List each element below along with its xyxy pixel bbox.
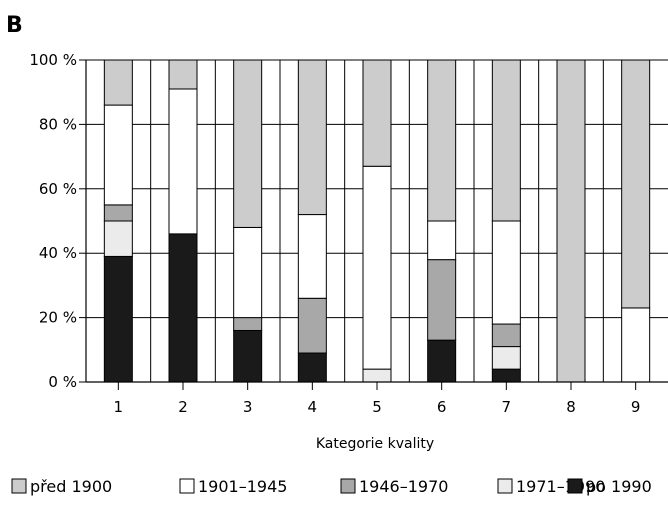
bar-segment bbox=[362, 165, 392, 370]
bar-segment bbox=[362, 368, 392, 383]
bar-segment bbox=[427, 259, 457, 341]
bar-segment bbox=[297, 297, 327, 354]
x-tick-labels: 1 2 3 4 5 6 7 8 9 bbox=[114, 398, 641, 416]
bar-segment bbox=[103, 255, 133, 383]
x-tick-label: 8 bbox=[566, 398, 576, 416]
axes bbox=[79, 59, 668, 390]
legend-swatch bbox=[497, 478, 513, 494]
legend-label: 1971–1990 bbox=[516, 477, 605, 496]
x-tick-label: 9 bbox=[631, 398, 641, 416]
legend-label: 1901–1945 bbox=[198, 477, 287, 496]
bar-segment bbox=[103, 220, 133, 257]
x-tick-label: 5 bbox=[372, 398, 382, 416]
bar-segment bbox=[168, 59, 198, 90]
legend-swatch bbox=[340, 478, 356, 494]
x-tick-label: 2 bbox=[178, 398, 188, 416]
bar-segment bbox=[427, 59, 457, 222]
panel-label: B bbox=[6, 13, 23, 38]
bar-segment bbox=[427, 220, 457, 261]
bar-segment bbox=[168, 88, 198, 235]
bar-segment bbox=[491, 220, 521, 325]
y-tick-label: 20 % bbox=[39, 309, 77, 327]
bar-segment bbox=[103, 59, 133, 106]
bar-segment bbox=[103, 104, 133, 206]
bar-segment bbox=[103, 204, 133, 222]
legend-swatch bbox=[11, 478, 27, 494]
bar-segment bbox=[233, 317, 263, 331]
bar-segment bbox=[168, 233, 198, 383]
bar-segment bbox=[491, 346, 521, 370]
y-tick-label: 40 % bbox=[39, 244, 77, 262]
x-tick-label: 4 bbox=[308, 398, 318, 416]
bar-segment bbox=[491, 368, 521, 383]
x-axis-label: Kategorie kvality bbox=[316, 436, 434, 452]
bar-segment bbox=[491, 323, 521, 348]
bar-segment bbox=[233, 329, 263, 383]
bar-segment bbox=[233, 226, 263, 319]
bar-segment bbox=[491, 59, 521, 222]
bar-segment bbox=[297, 214, 327, 299]
bar-segment bbox=[621, 307, 651, 383]
bars bbox=[103, 59, 651, 383]
x-tick-label: 3 bbox=[243, 398, 253, 416]
bar-segment bbox=[556, 59, 586, 383]
y-tick-label: 0 % bbox=[48, 373, 77, 391]
bar-segment bbox=[297, 352, 327, 383]
x-tick-label: 7 bbox=[502, 398, 512, 416]
bar-segment bbox=[233, 59, 263, 228]
bar-segment bbox=[621, 59, 651, 309]
y-tick-label: 80 % bbox=[39, 115, 77, 133]
bar-segment bbox=[297, 59, 327, 216]
y-tick-label: 100 % bbox=[29, 51, 77, 69]
y-tick-label: 60 % bbox=[39, 180, 77, 198]
legend-label: po 1990 bbox=[586, 477, 652, 496]
legend-swatch bbox=[179, 478, 195, 494]
x-tick-label: 1 bbox=[114, 398, 124, 416]
y-tick-labels: 0 % 20 % 40 % 60 % 80 % 100 % bbox=[29, 51, 77, 391]
legend-swatch bbox=[567, 478, 583, 494]
bar-segment bbox=[362, 59, 392, 167]
x-tick-label: 6 bbox=[437, 398, 447, 416]
legend-label: 1946–1970 bbox=[359, 477, 448, 496]
legend-label: před 1900 bbox=[30, 477, 112, 496]
bar-segment bbox=[427, 339, 457, 383]
